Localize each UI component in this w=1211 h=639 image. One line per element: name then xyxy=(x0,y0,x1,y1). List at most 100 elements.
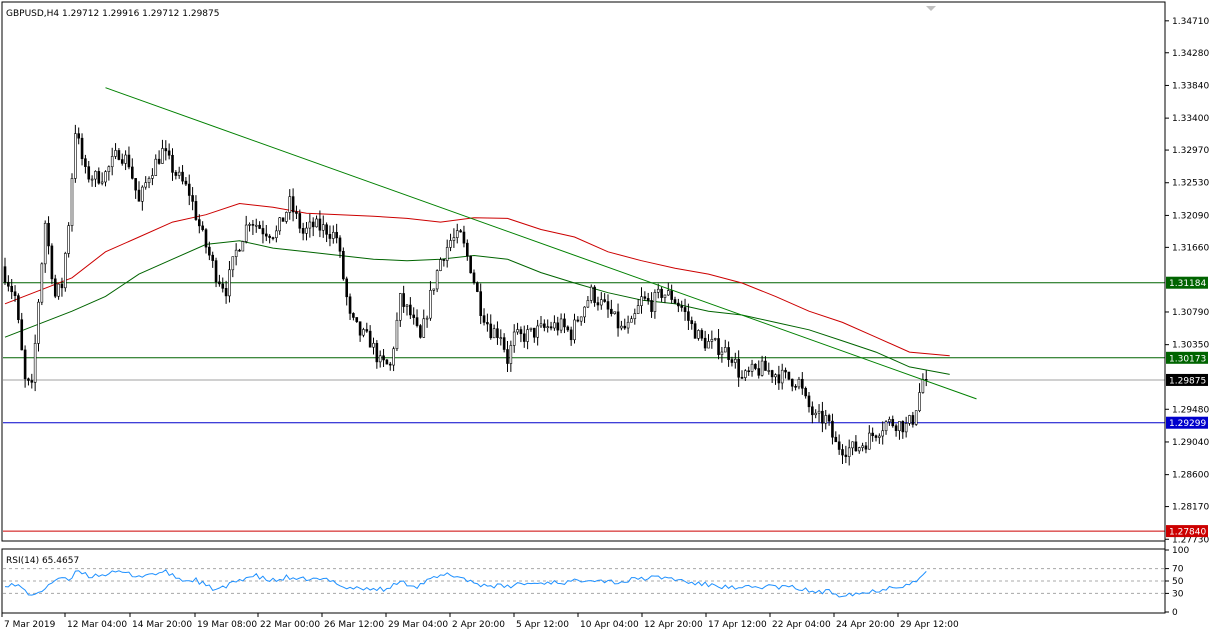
candle xyxy=(479,283,483,325)
candle-body xyxy=(549,326,553,329)
candle xyxy=(891,415,895,428)
candle-body xyxy=(723,347,727,353)
candle xyxy=(489,314,493,340)
candle-body xyxy=(824,415,828,424)
candle-body xyxy=(154,158,158,176)
candle xyxy=(660,286,663,302)
candle xyxy=(254,218,258,233)
chart-shift-marker-icon[interactable] xyxy=(926,6,936,11)
candle xyxy=(754,363,757,371)
candle xyxy=(60,277,64,297)
level-label-box xyxy=(1166,276,1208,289)
candle-body xyxy=(415,317,419,326)
candle xyxy=(27,377,30,386)
rsi-line xyxy=(4,569,927,598)
candle xyxy=(898,421,901,440)
candle xyxy=(194,195,198,221)
candle-body xyxy=(656,288,660,293)
candle xyxy=(291,188,295,222)
trendline[interactable] xyxy=(105,87,977,400)
candle xyxy=(385,358,389,365)
price-tick-label: 1.28170 xyxy=(1172,503,1209,513)
candle xyxy=(824,409,828,430)
candle xyxy=(700,328,704,341)
candle xyxy=(851,441,854,456)
candle-body xyxy=(717,338,720,355)
candle-body xyxy=(599,299,603,306)
moving-average-line-1 xyxy=(4,202,950,357)
candle xyxy=(127,146,131,170)
candle xyxy=(191,187,194,211)
candle-body xyxy=(398,293,402,321)
candle-body xyxy=(790,378,794,387)
candle xyxy=(264,225,268,242)
candle-body xyxy=(208,246,211,256)
price-tick-label: 1.32090 xyxy=(1172,211,1209,221)
price-tick-label: 1.34280 xyxy=(1172,49,1209,59)
candle-body xyxy=(442,259,446,261)
candle-body xyxy=(807,395,811,408)
price-tick-label: 1.31660 xyxy=(1172,243,1209,253)
candle xyxy=(147,176,151,189)
candle xyxy=(599,292,603,310)
price-tick-label: 1.30790 xyxy=(1172,308,1209,318)
candle-body xyxy=(167,150,171,156)
candle xyxy=(375,340,379,369)
candle-body xyxy=(462,231,466,244)
candle xyxy=(251,219,255,235)
candle-body xyxy=(707,341,710,349)
candle-body xyxy=(479,291,483,316)
candle xyxy=(409,297,412,320)
candle-body xyxy=(532,327,536,338)
trendline-group[interactable] xyxy=(105,87,977,400)
candle-body xyxy=(522,333,526,342)
candle-body xyxy=(914,410,918,425)
time-tick-label: 12 Mar 04:00 xyxy=(67,620,127,630)
candle xyxy=(536,319,539,346)
candle xyxy=(496,321,499,345)
candle-body xyxy=(228,269,231,297)
candle-body xyxy=(378,355,382,363)
price-tick-label: 1.34710 xyxy=(1172,17,1209,27)
candle xyxy=(459,228,462,233)
candle xyxy=(405,304,409,316)
time-tick-label: 22 Apr 04:00 xyxy=(772,620,831,630)
price-tick-label: 1.33400 xyxy=(1172,114,1209,124)
price-tick-label: 1.32530 xyxy=(1172,179,1209,189)
candle-body xyxy=(924,379,928,381)
candle xyxy=(425,315,429,328)
candle xyxy=(589,284,593,304)
candle xyxy=(543,319,546,332)
candle-body xyxy=(539,323,543,327)
candle-body xyxy=(271,237,275,239)
candle-body xyxy=(754,363,757,369)
candle xyxy=(603,293,606,303)
candle xyxy=(439,257,442,272)
candle xyxy=(918,383,921,413)
candle xyxy=(53,274,57,299)
candle xyxy=(884,420,888,435)
candle xyxy=(904,416,908,438)
candle xyxy=(549,321,553,331)
candle xyxy=(710,330,714,349)
candle xyxy=(573,313,576,344)
candle-body xyxy=(372,342,375,348)
candle-body xyxy=(904,423,908,433)
candle-body xyxy=(881,430,885,437)
candle xyxy=(583,306,586,324)
candle xyxy=(40,262,44,306)
candle xyxy=(663,294,667,304)
candle xyxy=(539,315,543,328)
candle xyxy=(13,285,17,302)
candle-body xyxy=(700,330,704,339)
candle-body xyxy=(268,235,271,238)
candle-body xyxy=(311,221,315,228)
candle-body xyxy=(878,435,881,438)
candle-body xyxy=(492,328,496,339)
candle-body xyxy=(50,245,54,280)
candle-body xyxy=(526,329,529,342)
candle-body xyxy=(646,298,650,301)
candle-body xyxy=(750,363,754,372)
